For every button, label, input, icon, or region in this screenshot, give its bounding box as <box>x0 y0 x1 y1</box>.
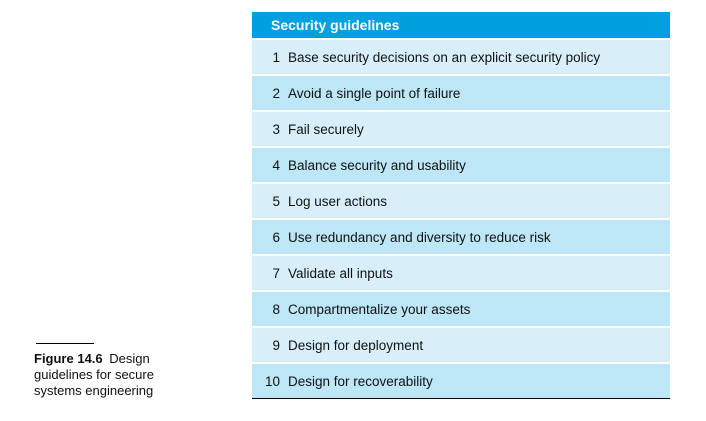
row-text: Compartmentalize your assets <box>288 301 471 317</box>
row-number: 9 <box>272 337 280 353</box>
table-row: 7 Validate all inputs <box>252 256 670 290</box>
figure-label: Figure 14.6 <box>34 351 103 366</box>
table-row: 8 Compartmentalize your assets <box>252 292 670 326</box>
row-number: 4 <box>272 157 280 173</box>
row-text: Fail securely <box>288 121 364 137</box>
row-number: 10 <box>264 373 280 389</box>
security-guidelines-table: Security guidelines 1 Base security deci… <box>252 12 670 399</box>
row-text: Log user actions <box>288 193 388 209</box>
caption-divider <box>36 343 94 344</box>
row-text: Validate all inputs <box>288 265 393 281</box>
table-title: Security guidelines <box>252 12 670 38</box>
row-text: Design for recoverability <box>288 373 433 389</box>
table-bottom-rule <box>252 398 670 399</box>
row-number: 7 <box>272 265 280 281</box>
table-row: 4 Balance security and usability <box>252 148 670 182</box>
row-text: Base security decisions on an explicit s… <box>288 49 601 65</box>
figure-caption: Figure 14.6 Design guidelines for secure… <box>34 351 184 399</box>
row-text: Design for deployment <box>288 337 424 353</box>
table-row: 3 Fail securely <box>252 112 670 146</box>
table-row: 5 Log user actions <box>252 184 670 218</box>
row-text: Balance security and usability <box>288 157 466 173</box>
table-row: 10 Design for recoverability <box>252 364 670 398</box>
row-number: 6 <box>272 229 280 245</box>
row-number: 8 <box>272 301 280 317</box>
table-row: 9 Design for deployment <box>252 328 670 362</box>
table-row: 2 Avoid a single point of failure <box>252 76 670 110</box>
figure-caption-text: Design guidelines for secure systems eng… <box>34 351 154 398</box>
row-text: Avoid a single point of failure <box>288 85 461 101</box>
row-number: 2 <box>272 85 280 101</box>
row-number: 3 <box>272 121 280 137</box>
table-row: 6 Use redundancy and diversity to reduce… <box>252 220 670 254</box>
table-row: 1 Base security decisions on an explicit… <box>252 40 670 74</box>
row-number: 1 <box>272 49 280 65</box>
row-text: Use redundancy and diversity to reduce r… <box>288 229 551 245</box>
row-number: 5 <box>272 193 280 209</box>
